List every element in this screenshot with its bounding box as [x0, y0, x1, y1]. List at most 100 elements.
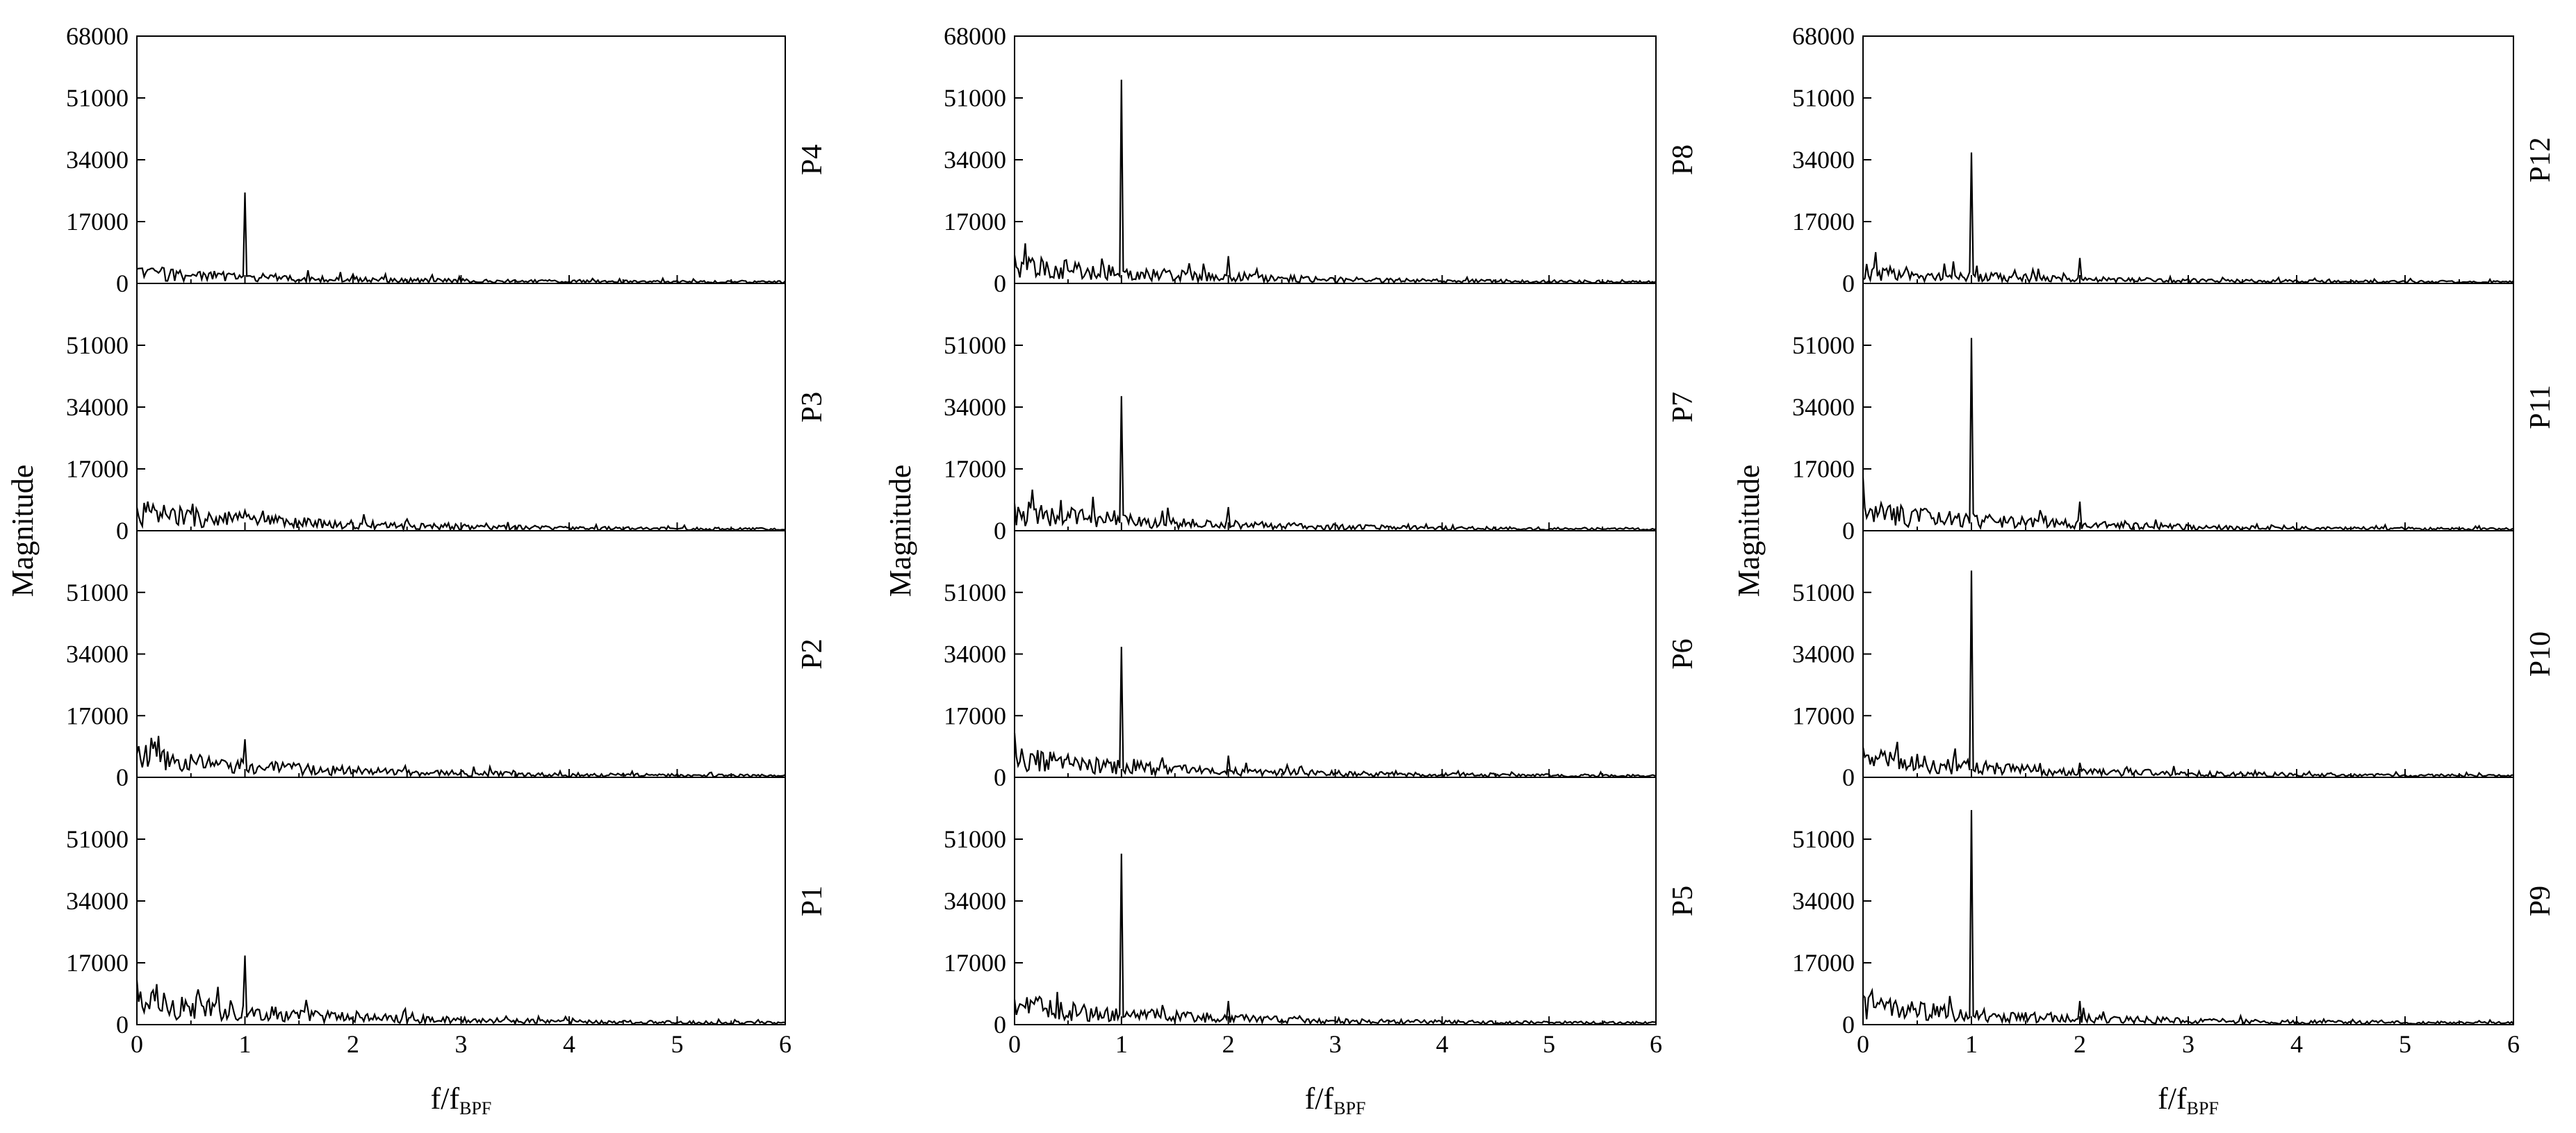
x-axis-label-sub: BPF: [2187, 1098, 2219, 1118]
x-tick-label: 3: [2182, 1030, 2194, 1058]
panel-frame: [1862, 35, 2514, 284]
panel-frame: [1014, 283, 1657, 531]
y-tick-label: 34000: [66, 393, 129, 421]
spectrum-line-p3: [136, 501, 786, 532]
spectrum-line-p6: [1013, 647, 1657, 778]
panel-frame: [136, 777, 786, 1025]
y-tick-label: 34000: [1792, 146, 1855, 174]
panel-p9: 0 17000 34000 51000 0 1 2 3 4 5 6 P9: [1792, 777, 2557, 1058]
y-tick-label: 51000: [66, 84, 129, 112]
spectrum-line-p1: [136, 955, 786, 1026]
y-tick-label: 51000: [1792, 825, 1855, 853]
y-tick-label: 34000: [66, 146, 129, 174]
y-tick-label: 51000: [66, 825, 129, 853]
panel-label: P8: [1667, 144, 1699, 175]
x-axis-label-sub: BPF: [459, 1098, 491, 1118]
y-tick-label: 34000: [944, 640, 1006, 668]
panel-p12: 0 17000 34000 51000 68000 P12: [1792, 22, 2557, 297]
y-tick-label: 0: [1842, 1011, 1855, 1039]
y-tick-label: 51000: [66, 579, 129, 606]
y-tick-label: 17000: [1792, 702, 1855, 729]
y-tick-label: 34000: [944, 146, 1006, 174]
x-tick-label: 0: [1008, 1030, 1021, 1058]
panel-label: P6: [1667, 638, 1699, 669]
x-tick-label: 3: [455, 1030, 468, 1058]
y-tick-label: 17000: [944, 208, 1006, 235]
y-tick-label: 34000: [944, 887, 1006, 915]
x-tick-label: 1: [1965, 1030, 1978, 1058]
y-tick-label: 17000: [66, 949, 129, 977]
y-tick-label: 0: [994, 763, 1006, 791]
x-tick-label: 3: [1329, 1030, 1342, 1058]
y-tick-label: 17000: [66, 208, 129, 235]
spectrum-line-p2: [136, 736, 786, 779]
panel-label: P4: [796, 144, 828, 175]
y-tick-label: 0: [116, 517, 129, 545]
y-tick-label: 51000: [1792, 579, 1855, 606]
panel-p6: 0 17000 34000 51000 P6: [944, 530, 1699, 791]
x-tick-label: 6: [1650, 1030, 1662, 1058]
y-tick-label: 34000: [1792, 393, 1855, 421]
y-tick-label: 0: [1842, 517, 1855, 545]
panel-p3: 0 17000 34000 51000 P3: [66, 283, 828, 545]
y-axis-label: Magnitude: [1732, 465, 1766, 597]
panel-p10: 0 17000 34000 51000 P10: [1792, 530, 2557, 791]
y-tick-label: 34000: [944, 393, 1006, 421]
x-tick-label: 1: [1115, 1030, 1128, 1058]
x-tick-label: 5: [1543, 1030, 1555, 1058]
panel-p1: 0 17000 34000 51000 0 1 2 3 4 5 6 P1: [66, 777, 828, 1058]
y-tick-label: 68000: [1792, 22, 1855, 50]
y-axis-label: Magnitude: [883, 465, 917, 597]
y-tick-label: 51000: [944, 825, 1006, 853]
panel-frame: [1862, 283, 2514, 531]
panel-label: P12: [2525, 137, 2557, 182]
x-tick-label: 6: [2507, 1030, 2520, 1058]
x-axis-label-main: f/f: [2158, 1082, 2187, 1116]
panel-frame: [1014, 35, 1657, 284]
panel-label: P11: [2525, 385, 2557, 429]
y-tick-label: 0: [116, 270, 129, 297]
panel-frame: [1862, 777, 2514, 1025]
y-tick-label: 0: [116, 763, 129, 791]
y-tick-label: 51000: [944, 579, 1006, 606]
panel-label: P10: [2525, 631, 2557, 677]
panel-label: P1: [796, 886, 828, 916]
x-tick-label: 1: [239, 1030, 252, 1058]
x-tick-label: 5: [2399, 1030, 2411, 1058]
y-tick-label: 17000: [944, 949, 1006, 977]
panel-frame: [136, 35, 786, 284]
y-tick-label: 17000: [1792, 455, 1855, 483]
y-tick-label: 34000: [66, 640, 129, 668]
y-tick-label: 51000: [944, 84, 1006, 112]
panel-p11: 0 17000 34000 51000 P11: [1792, 283, 2557, 545]
x-axis-label-sub: BPF: [1334, 1098, 1365, 1118]
y-axis-label: Magnitude: [6, 465, 40, 597]
spectrum-line-p8: [1013, 79, 1657, 285]
x-tick-label: 2: [1222, 1030, 1235, 1058]
y-tick-label: 51000: [66, 331, 129, 359]
panel-frame: [136, 530, 786, 778]
y-tick-label: 17000: [944, 455, 1006, 483]
x-tick-label: 4: [1436, 1030, 1448, 1058]
y-tick-label: 34000: [1792, 640, 1855, 668]
x-tick-label: 2: [2074, 1030, 2086, 1058]
x-tick-label: 4: [2290, 1030, 2303, 1058]
panel-p2: 0 17000 34000 51000 P2: [66, 530, 828, 791]
y-tick-label: 51000: [1792, 331, 1855, 359]
panel-label: P2: [796, 638, 828, 669]
panel-p5: 0 17000 34000 51000 0 1 2 3 4 5 6 P5: [944, 777, 1699, 1058]
spectrum-line-p5: [1013, 853, 1657, 1026]
panel-label: P9: [2525, 886, 2557, 916]
spectrum-line-p9: [1862, 810, 2514, 1025]
y-tick-label: 34000: [66, 887, 129, 915]
y-tick-label: 17000: [944, 702, 1006, 729]
y-tick-label: 51000: [944, 331, 1006, 359]
spectrum-line-p12: [1862, 152, 2514, 285]
spectrum-line-p7: [1013, 396, 1657, 531]
x-tick-label: 0: [1857, 1030, 1869, 1058]
y-tick-label: 0: [994, 517, 1006, 545]
panel-frame: [1014, 777, 1657, 1025]
x-axis-label-main: f/f: [431, 1082, 460, 1116]
spectrum-line-p4: [136, 192, 786, 285]
